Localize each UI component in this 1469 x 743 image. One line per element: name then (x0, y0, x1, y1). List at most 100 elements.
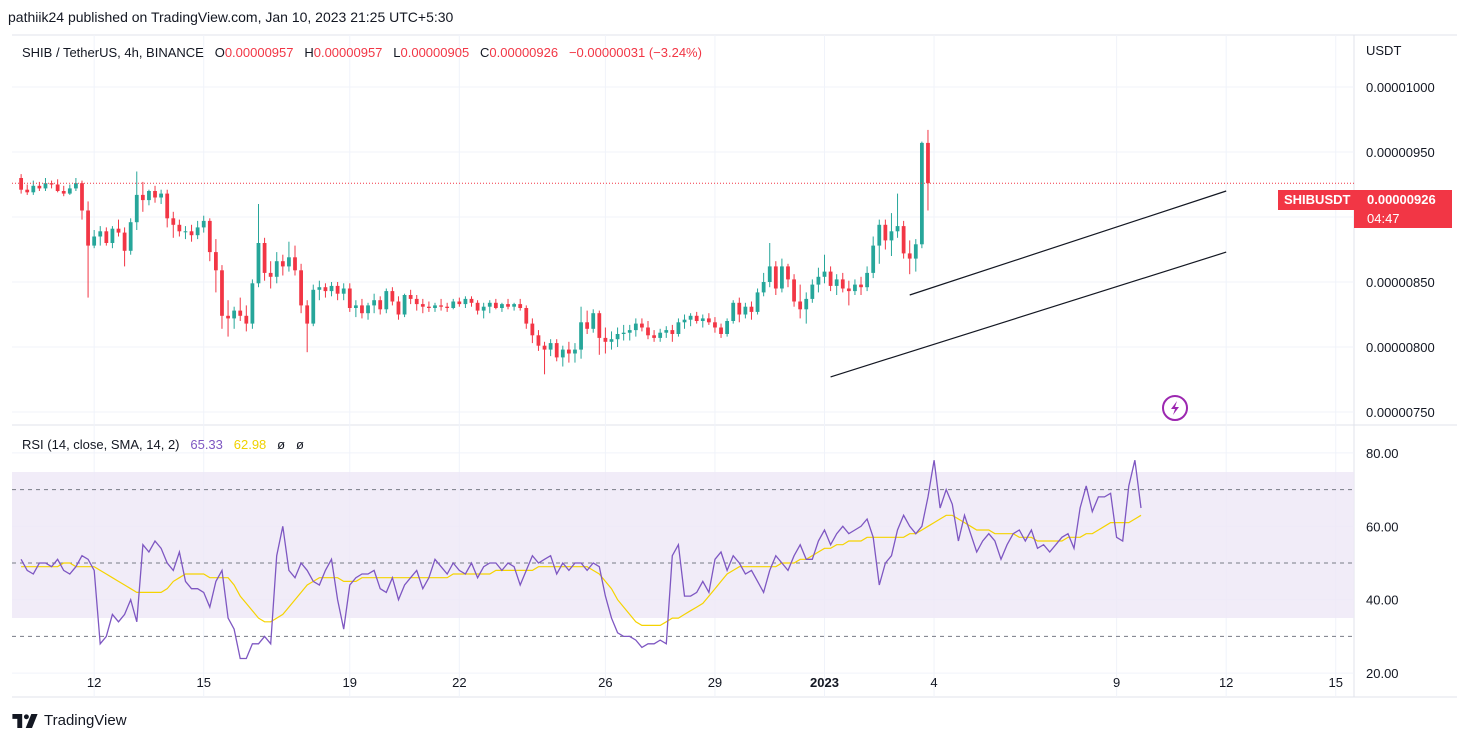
candle-body (682, 319, 687, 323)
time-axis[interactable]: 12 15 19 22 26 29 2023 4 9 12 15 (87, 675, 1343, 690)
candle-body (749, 306, 754, 312)
last-price-label: 0.00000926 04:47 (1354, 190, 1452, 228)
candle-body (834, 279, 839, 286)
candle-body (195, 227, 200, 236)
tradingview-brand: TradingView (44, 712, 127, 729)
candle-body (177, 224, 182, 232)
currency-label[interactable]: USDT (1366, 43, 1402, 58)
candle-body (554, 343, 559, 358)
bar-countdown: 04:47 (1367, 211, 1400, 226)
candle-body (280, 261, 285, 267)
candle-body (226, 315, 230, 319)
time-tick-label: 9 (1113, 675, 1120, 690)
candle-body (560, 349, 565, 358)
candle-body (134, 194, 139, 223)
candle-body (305, 305, 310, 324)
time-tick-label: 12 (1219, 675, 1233, 690)
candle-body (287, 257, 291, 267)
candle-body (713, 322, 717, 328)
symbol-title[interactable]: SHIB / TetherUS, 4h, BINANCE (22, 45, 204, 60)
candle-body (353, 305, 358, 308)
candle-body (919, 142, 924, 245)
candle-body (755, 292, 760, 312)
candle-body (420, 304, 425, 307)
candle-body (74, 183, 78, 189)
time-tick-label: 22 (452, 675, 466, 690)
candle-body (110, 228, 115, 243)
low-value: 0.00000905 (400, 45, 470, 60)
candle-body (743, 306, 748, 315)
candle-body (183, 231, 188, 233)
high-value: 0.00000957 (313, 45, 383, 60)
candle-body (402, 295, 407, 315)
candle-body (706, 318, 711, 323)
candle-body (828, 271, 833, 286)
time-tick-label: 12 (87, 675, 101, 690)
symbol-legend: SHIB / TetherUS, 4h, BINANCE O0.00000957… (22, 45, 702, 60)
candle-body (926, 142, 930, 184)
candle-body (384, 291, 389, 310)
candle-body (335, 285, 340, 294)
candle-body (67, 188, 72, 194)
candle-body (493, 302, 498, 308)
time-tick-label: 15 (196, 675, 210, 690)
publish-info: published on TradingView.com, Jan 10, 20… (67, 9, 454, 25)
candle-body (792, 279, 796, 302)
rsi-sma-value: 62.98 (233, 437, 267, 452)
price-tick-label: 0.00000850 (1366, 275, 1435, 290)
candle-body (140, 194, 145, 201)
candle-body (414, 298, 419, 305)
candle-body (548, 343, 553, 350)
candle-body (871, 245, 876, 273)
candle-body (853, 284, 857, 292)
candle-body (506, 304, 510, 307)
candle-body (573, 349, 577, 354)
price-axis[interactable]: 0.000010000.000009500.000009000.00000850… (1366, 80, 1435, 420)
low-label: L (393, 45, 401, 60)
candle-body (591, 313, 596, 329)
tradingview-logo[interactable]: TradingView (12, 712, 127, 729)
lightning-icon[interactable] (1162, 395, 1188, 421)
candle-body (323, 287, 328, 292)
candles (19, 129, 930, 375)
candle-body (816, 276, 821, 285)
candle-body (37, 185, 42, 189)
candle-body (883, 224, 888, 241)
candle-body (859, 284, 863, 288)
candle-body (268, 272, 273, 277)
trendlines[interactable] (830, 190, 1227, 378)
author-name[interactable]: pathiik24 (8, 9, 65, 25)
candle-body (804, 298, 809, 310)
time-tick-label: 15 (1329, 675, 1343, 690)
candle-body (329, 285, 334, 292)
candle-body (481, 306, 486, 311)
time-tick-label: 26 (598, 675, 612, 690)
time-tick-label: 2023 (810, 675, 839, 690)
close-label: C (480, 45, 490, 60)
candle-body (159, 193, 163, 198)
candle-body (372, 300, 377, 306)
candle-body (615, 334, 620, 340)
candle-body (670, 330, 675, 334)
candle-body (311, 289, 316, 324)
rsi-title[interactable]: RSI (14, close, SMA, 14, 2) (22, 437, 180, 452)
candle-body (585, 322, 590, 329)
candle-body (676, 322, 681, 334)
candle-body (469, 298, 474, 303)
candle-body (92, 236, 97, 246)
candle-body (165, 193, 170, 219)
candle-body (207, 220, 212, 253)
symbol-price-tag: SHIBUSDT (1278, 190, 1357, 210)
candle-body (627, 330, 632, 333)
rsi-tick-label: 60.00 (1366, 519, 1399, 534)
candle-body (895, 226, 900, 232)
candle-body (725, 321, 730, 334)
time-tick-label: 4 (930, 675, 937, 690)
rsi-band-background (12, 472, 1354, 618)
candle-body (731, 302, 736, 321)
candle-body (250, 283, 255, 324)
candle-body (566, 349, 571, 354)
rsi-axis[interactable]: 80.00 60.00 40.00 20.00 (1366, 446, 1399, 681)
rsi-tick-label: 20.00 (1366, 666, 1399, 681)
